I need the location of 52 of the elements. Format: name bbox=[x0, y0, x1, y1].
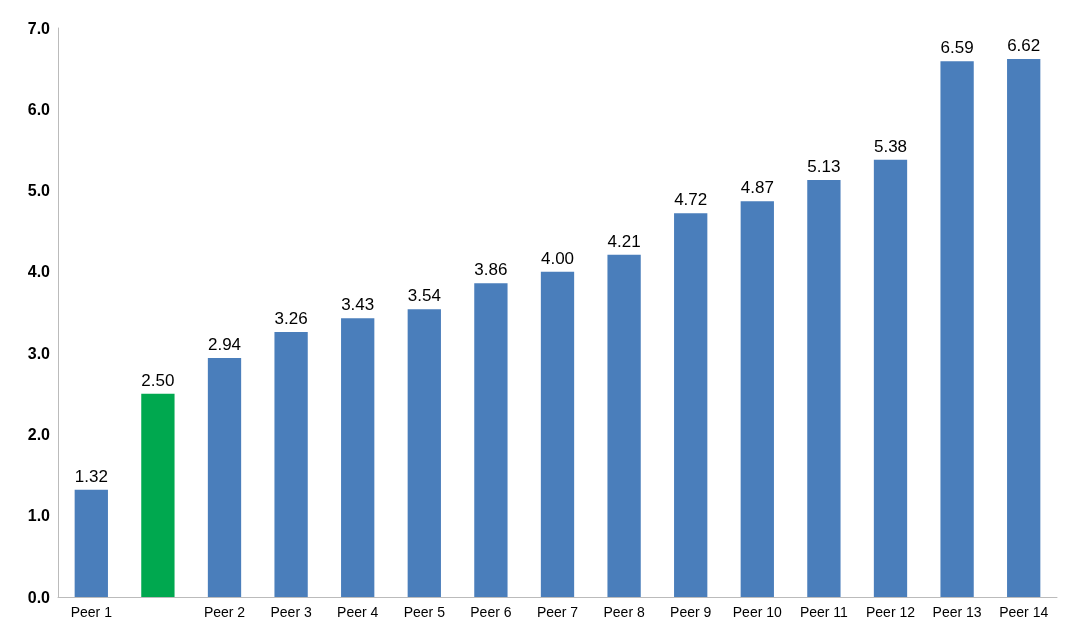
y-tick-label: 7.0 bbox=[27, 19, 51, 37]
x-tick-label: Peer 7 bbox=[536, 604, 579, 620]
x-tick-label: Peer 8 bbox=[603, 604, 645, 620]
x-tick-label: Peer 2 bbox=[203, 604, 246, 620]
y-tick-label: 0.0 bbox=[27, 588, 51, 606]
y-tick-label: 2.0 bbox=[27, 425, 51, 443]
data-label: 3.54 bbox=[407, 286, 441, 306]
x-tick-label: Peer 6 bbox=[470, 604, 512, 620]
data-label: 3.43 bbox=[341, 295, 375, 315]
bar bbox=[407, 309, 441, 597]
bar bbox=[74, 489, 108, 597]
bar bbox=[141, 393, 175, 597]
bar bbox=[207, 358, 242, 597]
bar bbox=[607, 254, 641, 597]
bar bbox=[740, 201, 774, 597]
y-tick-label: 1.0 bbox=[27, 507, 51, 525]
y-tick-label: 4.0 bbox=[27, 263, 51, 281]
data-label: 2.50 bbox=[141, 370, 175, 390]
bar bbox=[474, 283, 508, 597]
data-label: 4.87 bbox=[740, 178, 774, 198]
x-tick-label: Peer 4 bbox=[337, 604, 379, 620]
bar bbox=[873, 159, 908, 597]
data-label: 3.26 bbox=[274, 309, 308, 329]
bar bbox=[1007, 58, 1041, 597]
data-label: 5.13 bbox=[807, 157, 841, 176]
x-tick-label: Peer 5 bbox=[403, 604, 446, 620]
bar bbox=[807, 180, 841, 597]
x-tick-label: Peer 9 bbox=[670, 604, 712, 620]
y-tick-label: 6.0 bbox=[27, 100, 51, 118]
bar bbox=[940, 61, 974, 597]
x-tick-label: Peer 10 bbox=[732, 604, 783, 620]
x-tick-label: Peer 13 bbox=[932, 604, 982, 620]
data-label: 6.59 bbox=[940, 38, 974, 58]
bar bbox=[274, 332, 308, 597]
data-label: 4.00 bbox=[540, 248, 575, 268]
bar bbox=[341, 318, 375, 597]
data-label: 4.21 bbox=[607, 231, 641, 251]
data-label: 2.94 bbox=[207, 335, 242, 355]
data-label: 6.62 bbox=[1007, 35, 1041, 55]
y-tick-label: 5.0 bbox=[27, 182, 51, 200]
y-tick-label: 3.0 bbox=[27, 344, 51, 362]
x-tick-label: Peer 3 bbox=[270, 604, 312, 620]
x-tick-label: Peer 11 bbox=[799, 604, 849, 620]
data-label: 3.86 bbox=[474, 260, 508, 280]
x-tick-label: Peer 1 bbox=[70, 604, 113, 620]
x-tick-label: Peer 12 bbox=[865, 604, 916, 620]
data-label: 5.38 bbox=[873, 136, 908, 156]
data-label: 4.72 bbox=[674, 190, 708, 210]
bar bbox=[540, 271, 575, 597]
data-label: 1.32 bbox=[74, 466, 108, 486]
x-tick-label: Peer 14 bbox=[999, 604, 1049, 620]
bar bbox=[674, 213, 708, 597]
